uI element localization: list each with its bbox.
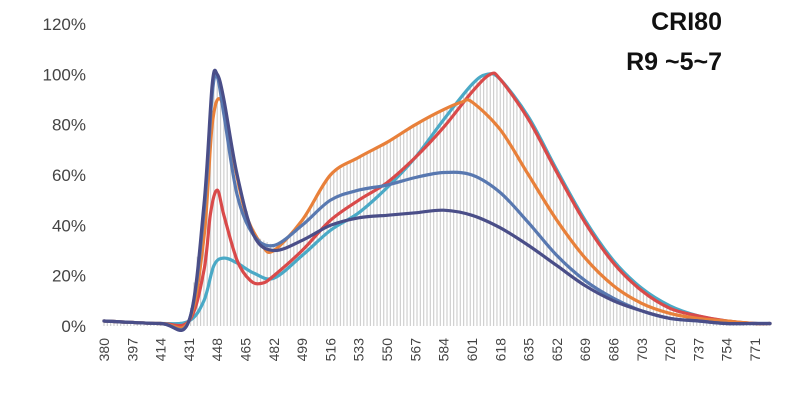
x-tick-label: 550 <box>379 338 395 362</box>
x-tick-label: 771 <box>747 338 763 362</box>
y-tick-label: 0% <box>61 317 86 336</box>
x-tick-label: 601 <box>464 338 480 362</box>
y-tick-label: 120% <box>43 15 86 34</box>
y-tick-label: 60% <box>52 166 86 185</box>
y-tick-label: 80% <box>52 116 86 135</box>
series-line-5 <box>102 68 772 332</box>
x-tick-label: 414 <box>153 338 169 362</box>
series-line-2 <box>102 71 772 328</box>
series-line-3 <box>102 97 772 330</box>
x-tick-label: 397 <box>124 338 140 362</box>
x-tick-label: 754 <box>719 338 735 362</box>
x-axis: 380 397 414 431 448 465 482 499 516 533 550 567 584 6… <box>96 338 763 362</box>
x-tick-label: 499 <box>294 338 310 362</box>
x-tick-label: 431 <box>181 338 197 362</box>
x-tick-label: 516 <box>322 338 338 362</box>
x-tick-label: 482 <box>266 338 282 362</box>
x-tick-label: 720 <box>662 338 678 362</box>
spectrum-fill <box>103 74 771 326</box>
x-tick-label: 380 <box>96 338 112 362</box>
y-tick-label: 20% <box>52 267 86 286</box>
x-tick-label: 465 <box>238 338 254 362</box>
series-layer <box>102 68 772 332</box>
y-tick-label: 40% <box>52 216 86 235</box>
x-tick-label: 567 <box>407 338 423 362</box>
annotation-cri: CRI80 <box>651 8 722 36</box>
x-tick-label: 652 <box>549 338 565 362</box>
x-tick-label: 533 <box>351 338 367 362</box>
x-tick-label: 584 <box>436 338 452 362</box>
x-tick-label: 737 <box>690 338 706 362</box>
x-tick-label: 635 <box>521 338 537 362</box>
x-tick-label: 618 <box>492 338 508 362</box>
annotation-r9: R9 ~5~7 <box>626 48 722 76</box>
y-tick-label: 100% <box>43 65 86 84</box>
series-line-1 <box>102 72 772 326</box>
x-tick-label: 669 <box>577 338 593 362</box>
x-tick-label: 703 <box>634 338 650 362</box>
x-tick-label: 686 <box>605 338 621 362</box>
x-tick-label: 448 <box>209 338 225 362</box>
y-axis: 0% 20% 40% 60% 80% 100% 120% <box>43 15 86 336</box>
